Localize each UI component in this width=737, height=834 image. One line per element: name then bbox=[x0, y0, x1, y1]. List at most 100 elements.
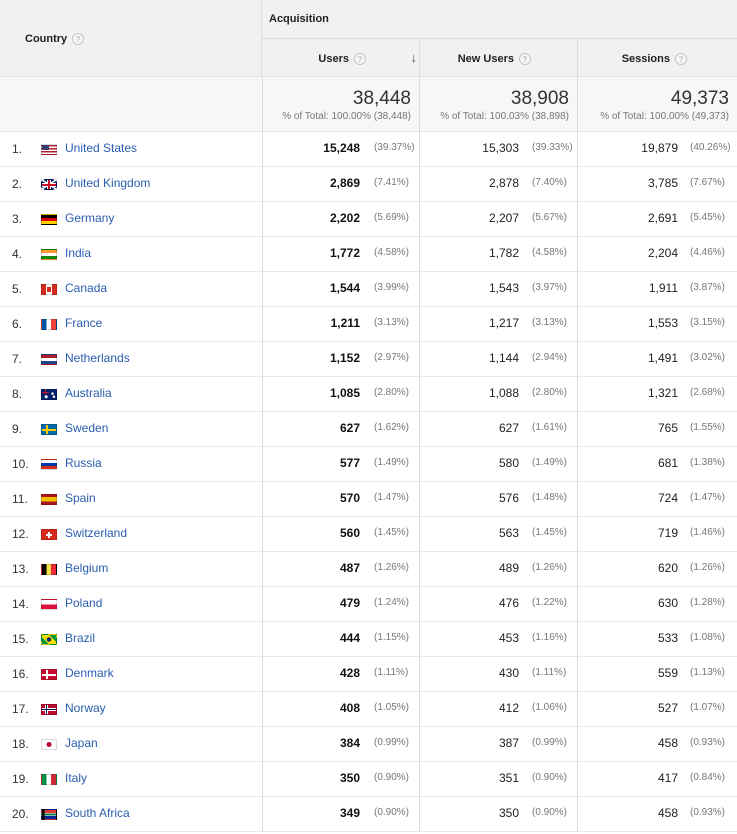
country-link[interactable]: Switzerland bbox=[65, 526, 128, 540]
row-index: 14. bbox=[12, 597, 29, 611]
sessions-value: 559 bbox=[657, 666, 678, 680]
new-users-percent: (3.13%) bbox=[532, 317, 568, 328]
users-cell: 444 (1.15%) bbox=[262, 622, 420, 656]
country-link[interactable]: Germany bbox=[65, 211, 115, 225]
country-link[interactable]: Denmark bbox=[65, 666, 114, 680]
sessions-percent: (1.55%) bbox=[690, 422, 726, 433]
country-column-header[interactable]: Country? bbox=[0, 0, 262, 76]
new-users-cell: 627 (1.61%) bbox=[421, 412, 578, 446]
flag-ch-icon bbox=[41, 529, 57, 540]
new-users-percent: (3.97%) bbox=[532, 282, 568, 293]
users-value: 15,248 bbox=[323, 141, 360, 155]
country-link[interactable]: South Africa bbox=[65, 806, 130, 820]
row-index: 18. bbox=[12, 737, 29, 751]
sort-descending-icon[interactable]: ↓ bbox=[410, 50, 418, 65]
users-percent: (1.15%) bbox=[374, 632, 410, 643]
users-cell: 1,211 (3.13%) bbox=[262, 307, 420, 341]
new-users-percent: (0.90%) bbox=[532, 772, 568, 783]
new-users-value: 489 bbox=[498, 561, 519, 575]
users-value: 1,211 bbox=[330, 316, 360, 330]
new-users-total-value: 38,908 bbox=[510, 88, 569, 109]
sessions-column-header[interactable]: Sessions? bbox=[579, 39, 737, 76]
country-link[interactable]: Japan bbox=[65, 736, 98, 750]
new-users-percent: (1.45%) bbox=[532, 527, 568, 538]
new-users-percent: (1.26%) bbox=[532, 562, 568, 573]
new-users-total-cell: 38,908 % of Total: 100.03% (38,898) bbox=[421, 77, 578, 133]
table-row: 18. Japan 384 (0.99%) 387 (0.99%) 458 (0… bbox=[0, 727, 737, 762]
users-percent: (0.99%) bbox=[374, 737, 410, 748]
new-users-cell: 351 (0.90%) bbox=[421, 762, 578, 796]
users-value: 408 bbox=[339, 701, 360, 715]
sessions-cell: 527 (1.07%) bbox=[579, 692, 737, 726]
country-link[interactable]: Netherlands bbox=[65, 351, 130, 365]
sessions-percent: (40.26%) bbox=[690, 142, 731, 153]
new-users-value: 627 bbox=[498, 421, 519, 435]
users-percent: (1.49%) bbox=[374, 457, 410, 468]
sessions-cell: 1,911 (3.87%) bbox=[579, 272, 737, 306]
new-users-header-label: New Users bbox=[457, 53, 514, 65]
flag-es-icon bbox=[41, 494, 57, 505]
sessions-percent: (1.38%) bbox=[690, 457, 726, 468]
sessions-percent: (1.46%) bbox=[690, 527, 726, 538]
country-link[interactable]: Norway bbox=[65, 701, 106, 715]
sessions-total-value: 49,373 bbox=[670, 88, 729, 109]
users-cell: 350 (0.90%) bbox=[262, 762, 420, 796]
users-cell: 1,544 (3.99%) bbox=[262, 272, 420, 306]
users-column-header[interactable]: Users? ↓ bbox=[262, 39, 420, 76]
flag-pl-icon bbox=[41, 599, 57, 610]
users-cell: 1,085 (2.80%) bbox=[262, 377, 420, 411]
table-row: 13. Belgium 487 (1.26%) 489 (1.26%) 620 … bbox=[0, 552, 737, 587]
sessions-value: 1,491 bbox=[647, 351, 678, 365]
country-link[interactable]: Belgium bbox=[65, 561, 109, 575]
new-users-column-header[interactable]: New Users? bbox=[421, 39, 578, 76]
new-users-percent: (4.58%) bbox=[532, 247, 568, 258]
new-users-cell: 1,543 (3.97%) bbox=[421, 272, 578, 306]
country-link[interactable]: France bbox=[65, 316, 103, 330]
country-link[interactable]: Spain bbox=[65, 491, 96, 505]
row-index: 17. bbox=[12, 702, 29, 716]
sessions-total-cell: 49,373 % of Total: 100.00% (49,373) bbox=[579, 77, 737, 133]
new-users-cell: 489 (1.26%) bbox=[421, 552, 578, 586]
users-cell: 408 (1.05%) bbox=[262, 692, 420, 726]
country-link[interactable]: Australia bbox=[65, 386, 112, 400]
sessions-value: 630 bbox=[657, 596, 678, 610]
new-users-value: 412 bbox=[498, 701, 519, 715]
new-users-cell: 430 (1.11%) bbox=[421, 657, 578, 691]
country-link[interactable]: United Kingdom bbox=[65, 176, 151, 190]
row-index: 10. bbox=[12, 457, 29, 471]
users-percent: (0.90%) bbox=[374, 807, 410, 818]
country-link[interactable]: United States bbox=[65, 141, 138, 155]
country-link[interactable]: India bbox=[65, 246, 92, 260]
country-link[interactable]: Canada bbox=[65, 281, 108, 295]
country-link[interactable]: Russia bbox=[65, 456, 102, 470]
help-icon[interactable]: ? bbox=[72, 33, 85, 46]
row-index: 11. bbox=[12, 492, 28, 506]
users-value: 627 bbox=[339, 421, 360, 435]
new-users-cell: 1,782 (4.58%) bbox=[421, 237, 578, 271]
help-icon[interactable]: ? bbox=[519, 53, 531, 66]
users-value: 1,772 bbox=[329, 246, 360, 260]
country-link[interactable]: Sweden bbox=[65, 421, 109, 435]
help-icon[interactable]: ? bbox=[354, 53, 366, 66]
sessions-value: 458 bbox=[657, 736, 678, 750]
sessions-percent: (1.13%) bbox=[690, 667, 726, 678]
help-icon[interactable]: ? bbox=[675, 53, 687, 66]
table-row: 2. United Kingdom 2,869 (7.41%) 2,878 (7… bbox=[0, 167, 737, 202]
table-row: 8. Australia 1,085 (2.80%) 1,088 (2.80%)… bbox=[0, 377, 737, 412]
flag-za-icon bbox=[41, 809, 57, 820]
row-index: 2. bbox=[12, 177, 23, 191]
users-cell: 570 (1.47%) bbox=[262, 482, 420, 516]
users-cell: 1,152 (2.97%) bbox=[262, 342, 420, 376]
table-row: 11. Spain 570 (1.47%) 576 (1.48%) 724 (1… bbox=[0, 482, 737, 517]
users-value: 1,085 bbox=[329, 386, 360, 400]
row-index: 16. bbox=[12, 667, 29, 681]
row-index: 3. bbox=[12, 212, 23, 226]
new-users-value: 1,144 bbox=[488, 351, 519, 365]
country-link[interactable]: Italy bbox=[65, 771, 88, 785]
new-users-value: 350 bbox=[498, 806, 519, 820]
users-value: 479 bbox=[339, 596, 360, 610]
users-total-percent: % of Total: 100.00% (38,448) bbox=[282, 111, 411, 122]
country-link[interactable]: Poland bbox=[65, 596, 103, 610]
country-link[interactable]: Brazil bbox=[65, 631, 96, 645]
